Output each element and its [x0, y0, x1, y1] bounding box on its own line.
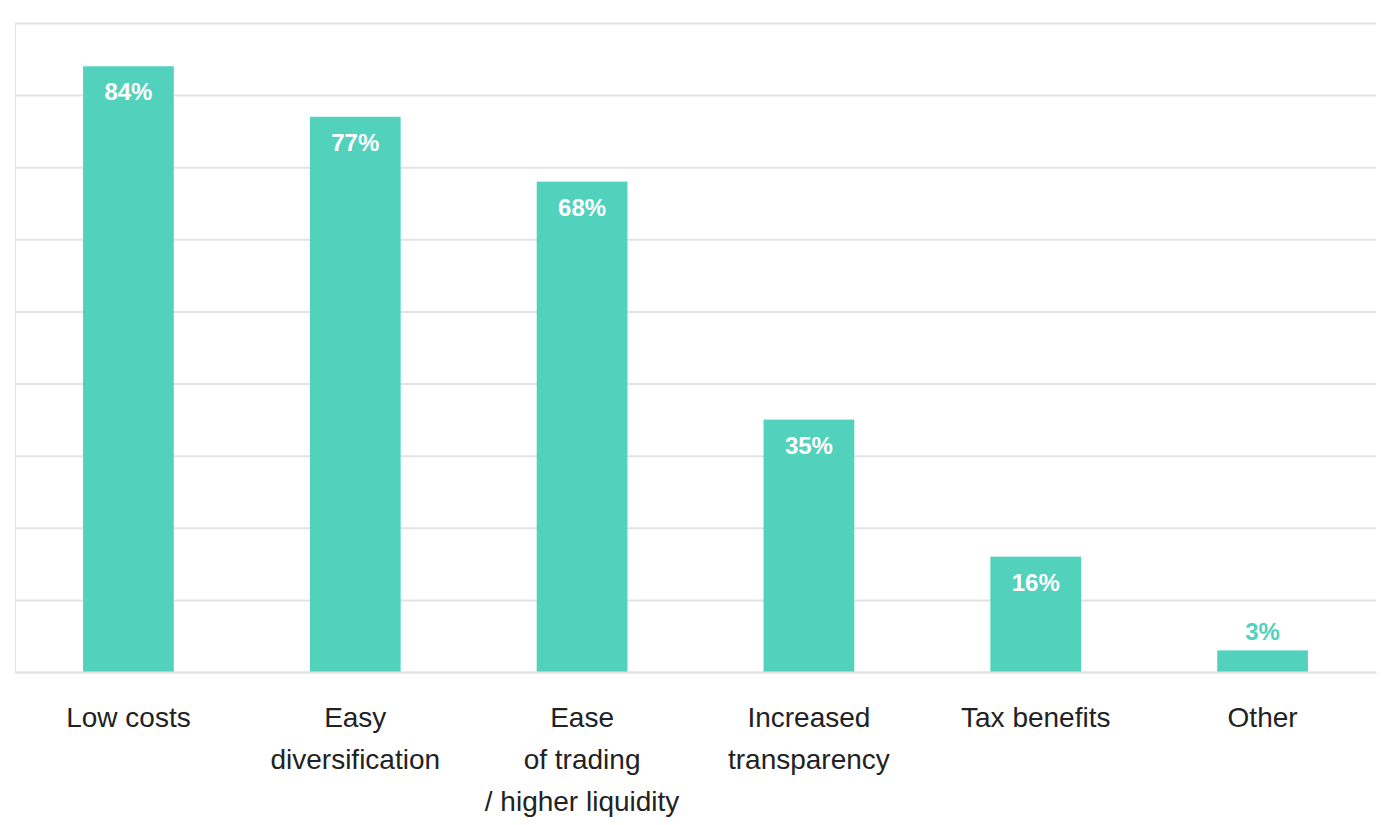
x-tick-label-line: transparency: [728, 744, 890, 775]
x-tick: Increased transparency: [728, 672, 890, 775]
bar: [764, 420, 855, 672]
data-label: 16%: [1012, 569, 1060, 596]
bar: [310, 117, 401, 672]
data-labels: 84% 77% 68% 35% 16% 3%: [104, 78, 1280, 645]
grid-line: [15, 167, 1376, 169]
data-label: 3%: [1245, 618, 1280, 645]
data-label: 68%: [558, 194, 606, 221]
bar: [83, 66, 174, 672]
y-tick: [15, 456, 1376, 457]
bars: [83, 66, 1308, 672]
x-tick-label: Tax benefits: [961, 702, 1110, 733]
bar: [1217, 650, 1308, 672]
x-tick-label: Low costs: [66, 702, 190, 733]
y-tick: [15, 672, 1376, 673]
grid-line: [15, 95, 1376, 97]
bar: [990, 557, 1081, 672]
data-label: 77%: [331, 129, 379, 156]
y-tick: [15, 384, 1376, 385]
y-tick: [15, 239, 1376, 240]
grid-line: [15, 455, 1376, 457]
grid-line: [15, 599, 1376, 601]
data-label: 84%: [104, 78, 152, 105]
grid-line: [15, 672, 1376, 674]
x-tick-label-line: / higher liquidity: [485, 786, 680, 817]
y-tick: [15, 23, 1376, 24]
chart: Low costs Easy diversification Ease of tradi…: [0, 0, 1398, 825]
x-axis-line: [16, 672, 1377, 674]
x-tick-label: Easy diversification: [270, 702, 440, 775]
x-tick-label: Ease of trading / higher liquidity: [485, 702, 680, 817]
y-axis-line: [16, 24, 1377, 673]
y-axis: [15, 24, 1376, 673]
x-tick-label-line: Easy: [324, 702, 386, 733]
x-tick: Tax benefits: [961, 672, 1110, 733]
grid-line: [15, 383, 1376, 385]
grid-line: [15, 527, 1376, 529]
y-tick: [15, 600, 1376, 601]
x-tick: Ease of trading / higher liquidity: [485, 672, 680, 817]
x-tick-label-line: Other: [1228, 702, 1298, 733]
x-tick-label-line: Tax benefits: [961, 702, 1110, 733]
y-tick: [15, 528, 1376, 529]
x-tick-label-line: Low costs: [66, 702, 190, 733]
x-tick-label-line: Ease: [550, 702, 614, 733]
x-tick: Low costs: [66, 672, 190, 733]
x-tick-label-line: diversification: [270, 744, 440, 775]
grid-line: [15, 239, 1376, 241]
x-tick: Other: [1228, 672, 1298, 733]
y-tick: [15, 95, 1376, 96]
bar: [537, 182, 628, 672]
data-label: 35%: [785, 432, 833, 459]
y-tick: [15, 167, 1376, 168]
x-axis: Low costs Easy diversification Ease of tradi…: [16, 672, 1377, 817]
x-tick-label-line: Increased: [747, 702, 870, 733]
grid-line: [15, 23, 1376, 25]
grid-line: [15, 311, 1376, 313]
y-tick: [15, 311, 1376, 312]
x-tick-label: Other: [1228, 702, 1298, 733]
x-tick-label: Increased transparency: [728, 702, 890, 775]
plot: Low costs Easy diversification Ease of tradi…: [15, 24, 1377, 818]
x-tick: Easy diversification: [270, 672, 440, 775]
x-tick-label-line: of trading: [524, 744, 641, 775]
